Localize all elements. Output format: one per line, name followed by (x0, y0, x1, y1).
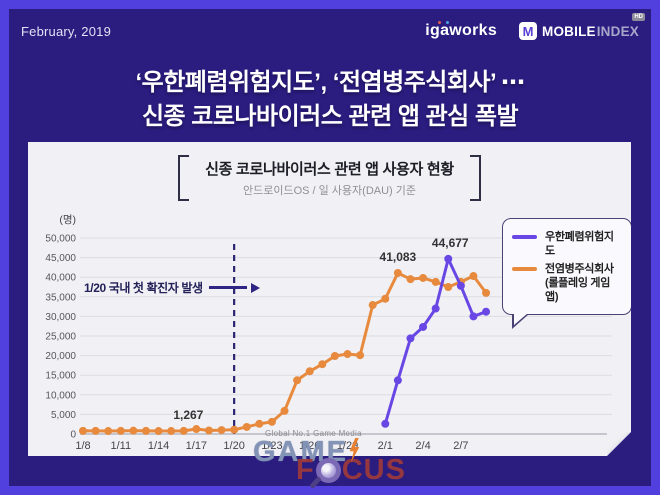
chart-legend: 우한폐렴위험지도 전염병주식회사 (롤플레잉 게임앱) (502, 218, 632, 315)
igaworks-blue-dot-icon (446, 21, 450, 24)
chart-title: 신종 코로나바이러스 관련 앱 사용자 현황 (205, 161, 454, 178)
lightning-bolt-icon (349, 438, 360, 462)
svg-text:1/11: 1/11 (110, 440, 131, 452)
svg-text:44,677: 44,677 (432, 236, 469, 250)
page-title-line1: ‘우한폐렴위험지도’, ‘전염병주식회사’ ⋯ (135, 69, 525, 96)
svg-text:50,000: 50,000 (45, 234, 76, 245)
mobileindex-m-icon: M (519, 22, 538, 40)
chart-header: 신종 코로나바이러스 관련 앱 사용자 현황 안드로이드OS / 일 사용자(D… (28, 155, 631, 201)
svg-text:2/1: 2/1 (378, 440, 393, 452)
left-bracket-icon (178, 155, 189, 201)
legend-item-purple: 우한폐렴위험지도 (512, 230, 622, 259)
right-arrow-head-icon (251, 283, 260, 293)
purple-line-swatch-icon (512, 235, 537, 239)
mobileindex-logo: M MOBILE INDEX HD (519, 13, 645, 40)
legend-item-orange: 전염병주식회사 (롤플레잉 게임앱) (512, 262, 622, 305)
svg-text:2/4: 2/4 (415, 440, 430, 452)
svg-text:1,267: 1,267 (173, 408, 203, 422)
header: February, 2019 igaworks M MOBILE INDEX H… (21, 11, 645, 51)
igaworks-logo-text: igaworks (425, 22, 498, 39)
svg-text:41,083: 41,083 (380, 250, 417, 264)
chart-titles: 신종 코로나바이러스 관련 앱 사용자 현황 안드로이드OS / 일 사용자(D… (205, 158, 454, 198)
orange-line-swatch-icon (512, 267, 537, 271)
event-annotation: 1/20 국내 첫 확진자 발생 (84, 279, 260, 296)
svg-text:1/26: 1/26 (299, 440, 320, 452)
watermark-focus-text: F CUS (296, 454, 406, 486)
page-title: ‘우한폐렴위험지도’, ‘전염병주식회사’ ⋯ 신종 코로나바이러스 관련 앱 … (0, 66, 660, 134)
svg-text:1/8: 1/8 (75, 440, 90, 452)
mobileindex-mobile-text: MOBILE (542, 23, 596, 39)
svg-text:15,000: 15,000 (45, 371, 76, 382)
svg-text:10,000: 10,000 (45, 390, 76, 401)
svg-text:30,000: 30,000 (45, 312, 76, 323)
svg-text:35,000: 35,000 (45, 292, 76, 303)
svg-text:40,000: 40,000 (45, 273, 76, 284)
svg-text:(명): (명) (59, 214, 76, 226)
igaworks-red-dot-icon (438, 21, 442, 24)
chart-subtitle: 안드로이드OS / 일 사용자(DAU) 기준 (242, 185, 417, 197)
legend-label-orange: 전염병주식회사 (롤플레잉 게임앱) (545, 262, 614, 304)
event-annotation-text: 1/20 국내 첫 확진자 발생 (84, 281, 203, 295)
mobileindex-index-text: INDEX (596, 23, 639, 39)
right-bracket-icon (470, 155, 481, 201)
magnifier-icon (315, 458, 341, 483)
svg-text:1/20: 1/20 (223, 440, 244, 452)
header-date: February, 2019 (21, 23, 111, 39)
header-logos: igaworks M MOBILE INDEX HD (425, 13, 645, 40)
right-arrow-icon (209, 286, 247, 289)
igaworks-logo: igaworks (425, 21, 498, 40)
legend-label-purple: 우한폐렴위험지도 (545, 231, 614, 258)
mobileindex-hd-badge: HD (632, 13, 645, 21)
page-title-line2: 신종 코로나바이러스 관련 앱 관심 폭발 (141, 103, 519, 130)
svg-text:1/23: 1/23 (261, 440, 282, 452)
svg-text:45,000: 45,000 (45, 253, 76, 264)
svg-text:2/7: 2/7 (453, 440, 468, 452)
svg-text:1/17: 1/17 (186, 440, 207, 452)
svg-text:20,000: 20,000 (45, 351, 76, 362)
svg-text:5,000: 5,000 (51, 410, 76, 421)
svg-text:25,000: 25,000 (45, 332, 76, 343)
chart-card: 신종 코로나바이러스 관련 앱 사용자 현황 안드로이드OS / 일 사용자(D… (28, 142, 631, 456)
svg-text:0: 0 (70, 430, 76, 441)
watermark-tagline: Global No.1 Game Media (265, 429, 362, 438)
svg-text:1/14: 1/14 (148, 440, 169, 452)
